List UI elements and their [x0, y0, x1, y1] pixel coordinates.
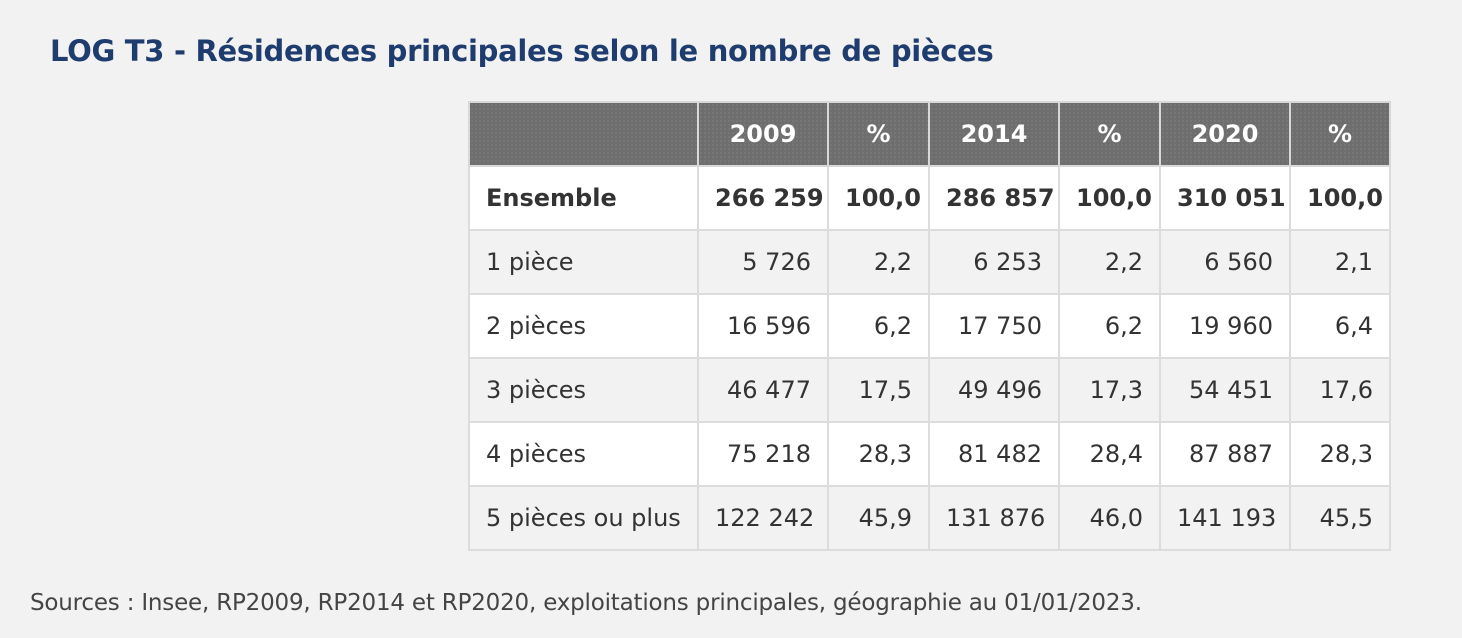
table-cell: 5 726 — [697, 229, 829, 295]
table-cell: 46 477 — [697, 357, 829, 423]
table-cell: 286 857 — [928, 165, 1060, 231]
table-cell: 81 482 — [928, 421, 1060, 487]
header-cell-2020: 2020 — [1159, 101, 1291, 167]
table-cell: 45,9 — [827, 485, 930, 551]
row-label: 3 pièces — [468, 357, 699, 423]
table-cell: 122 242 — [697, 485, 829, 551]
table-cell: 45,5 — [1289, 485, 1391, 551]
table-row-total: Ensemble 266 259 100,0 286 857 100,0 310… — [468, 165, 1391, 231]
header-cell-2009: 2009 — [697, 101, 829, 167]
data-table: 2009 % 2014 % 2020 % Ensemble 266 259 10… — [468, 101, 1391, 551]
header-cell-empty — [468, 101, 699, 167]
table-cell: 6 253 — [928, 229, 1060, 295]
table-row: 5 pièces ou plus 122 242 45,9 131 876 46… — [468, 485, 1391, 551]
table-cell: 131 876 — [928, 485, 1060, 551]
row-label: 2 pièces — [468, 293, 699, 359]
table-cell: 6,4 — [1289, 293, 1391, 359]
table-cell: 6,2 — [827, 293, 930, 359]
table-cell: 2,1 — [1289, 229, 1391, 295]
table-cell: 17,5 — [827, 357, 930, 423]
table-cell: 16 596 — [697, 293, 829, 359]
row-label: 1 pièce — [468, 229, 699, 295]
row-label: 5 pièces ou plus — [468, 485, 699, 551]
table-row: 4 pièces 75 218 28,3 81 482 28,4 87 887 … — [468, 421, 1391, 487]
header-cell-pct-2009: % — [827, 101, 930, 167]
table-cell: 100,0 — [1058, 165, 1161, 231]
header-row: 2009 % 2014 % 2020 % — [468, 101, 1391, 167]
table-cell: 28,3 — [827, 421, 930, 487]
table-row: 2 pièces 16 596 6,2 17 750 6,2 19 960 6,… — [468, 293, 1391, 359]
table-cell: 17,6 — [1289, 357, 1391, 423]
header-cell-pct-2014: % — [1058, 101, 1161, 167]
table-cell: 141 193 — [1159, 485, 1291, 551]
table-cell: 28,3 — [1289, 421, 1391, 487]
table-cell: 46,0 — [1058, 485, 1161, 551]
table-title: LOG T3 - Résidences principales selon le… — [50, 34, 994, 68]
table-cell: 54 451 — [1159, 357, 1291, 423]
table-cell: 17 750 — [928, 293, 1060, 359]
table-cell: 100,0 — [827, 165, 930, 231]
table-cell: 75 218 — [697, 421, 829, 487]
table-cell: 100,0 — [1289, 165, 1391, 231]
source-note: Sources : Insee, RP2009, RP2014 et RP202… — [30, 590, 1142, 616]
table-cell: 28,4 — [1058, 421, 1161, 487]
table-row: 1 pièce 5 726 2,2 6 253 2,2 6 560 2,1 — [468, 229, 1391, 295]
table-cell: 19 960 — [1159, 293, 1291, 359]
table-cell: 49 496 — [928, 357, 1060, 423]
table-cell: 2,2 — [827, 229, 930, 295]
table-cell: 2,2 — [1058, 229, 1161, 295]
row-label: Ensemble — [468, 165, 699, 231]
table-cell: 17,3 — [1058, 357, 1161, 423]
header-cell-pct-2020: % — [1289, 101, 1391, 167]
table-row: 3 pièces 46 477 17,5 49 496 17,3 54 451 … — [468, 357, 1391, 423]
table-cell: 310 051 — [1159, 165, 1291, 231]
header-cell-2014: 2014 — [928, 101, 1060, 167]
table-cell: 266 259 — [697, 165, 829, 231]
table-cell: 87 887 — [1159, 421, 1291, 487]
table-cell: 6,2 — [1058, 293, 1161, 359]
row-label: 4 pièces — [468, 421, 699, 487]
table-cell: 6 560 — [1159, 229, 1291, 295]
